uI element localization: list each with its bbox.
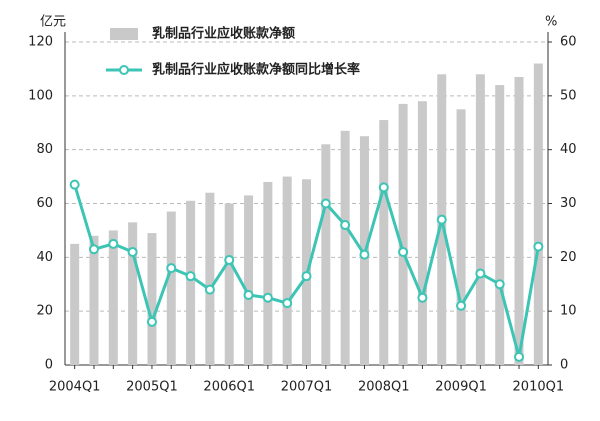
y2-unit: % — [545, 15, 557, 30]
bar — [398, 103, 408, 366]
marker — [533, 241, 544, 252]
bar — [321, 144, 331, 365]
marker — [359, 249, 370, 260]
y2-tick-label: 0 — [560, 358, 568, 373]
x-tick-label: 2008Q1 — [358, 380, 410, 395]
y2-tick-label: 10 — [560, 304, 577, 319]
bar — [128, 222, 138, 365]
bar — [166, 211, 176, 365]
bar — [533, 63, 543, 366]
bar — [186, 200, 196, 365]
bar — [282, 176, 292, 365]
marker — [436, 214, 447, 225]
x-tick-label: 2010Q1 — [513, 380, 565, 395]
marker — [243, 290, 254, 301]
legend-label: 乳制品行业应收账款净额 — [152, 26, 295, 42]
legend-label: 乳制品行业应收账款净额同比增长率 — [152, 62, 360, 78]
marker — [204, 284, 215, 295]
marker — [301, 271, 312, 282]
bar — [89, 235, 99, 365]
bar — [495, 85, 505, 366]
marker — [417, 292, 428, 303]
x-tick-label: 2009Q1 — [435, 380, 487, 395]
marker — [88, 244, 99, 255]
marker — [320, 198, 331, 209]
marker — [378, 182, 389, 193]
y2-tick-label: 40 — [560, 142, 577, 157]
marker — [69, 179, 80, 190]
bar — [340, 130, 350, 365]
bar — [147, 233, 157, 365]
x-tick-label: 2006Q1 — [203, 380, 255, 395]
marker — [224, 255, 235, 266]
marker — [108, 238, 119, 249]
bar — [379, 120, 389, 365]
y-tick-label: 0 — [45, 358, 53, 373]
x-tick-label: 2007Q1 — [281, 380, 333, 395]
y-tick-label: 20 — [36, 304, 53, 319]
bar — [244, 195, 254, 365]
legend-marker — [119, 65, 129, 75]
bar — [475, 74, 485, 366]
marker — [127, 246, 138, 257]
y2-tick-label: 30 — [560, 196, 577, 211]
bar — [417, 101, 427, 365]
y-tick-label: 80 — [36, 142, 53, 157]
x-tick-label: 2004Q1 — [49, 380, 101, 395]
marker — [340, 220, 351, 231]
y-tick-label: 120 — [28, 35, 53, 50]
y2-tick-label: 60 — [560, 35, 577, 50]
bar — [70, 243, 80, 365]
y2-tick-label: 20 — [560, 250, 577, 265]
bar — [108, 230, 118, 365]
marker — [185, 271, 196, 282]
bar — [205, 192, 215, 365]
marker — [146, 316, 157, 327]
marker — [514, 351, 525, 362]
y-tick-label: 60 — [36, 196, 53, 211]
marker — [282, 298, 293, 309]
marker — [475, 268, 486, 279]
bar — [514, 76, 524, 365]
marker — [494, 279, 505, 290]
bar — [263, 181, 273, 365]
y2-tick-label: 50 — [560, 88, 577, 103]
y-unit: 亿元 — [40, 15, 66, 30]
bar — [456, 109, 466, 366]
y-tick-label: 40 — [36, 250, 53, 265]
bar — [224, 203, 234, 365]
y-tick-label: 100 — [28, 88, 53, 103]
marker — [262, 292, 273, 303]
marker — [166, 263, 177, 274]
marker — [456, 300, 467, 311]
marker — [398, 246, 409, 257]
x-tick-label: 2005Q1 — [126, 380, 178, 395]
legend-swatch — [110, 28, 138, 40]
